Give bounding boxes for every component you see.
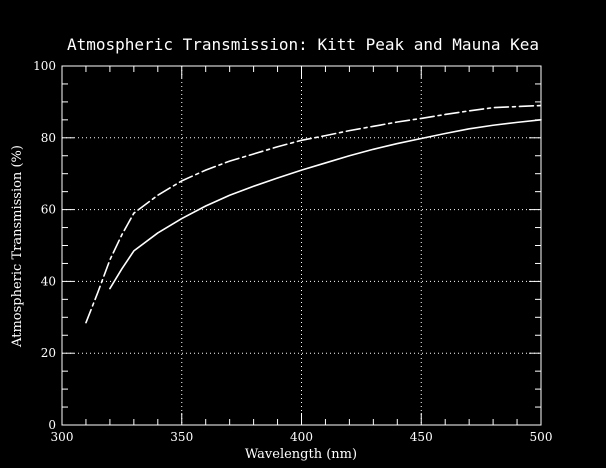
x-axis-label: Wavelength (nm)	[245, 447, 357, 462]
y-tick-label-2: 40	[41, 274, 56, 288]
x-tick-label-4: 500	[530, 430, 553, 444]
y-axis-label: Atmospheric Transmission (%)	[10, 145, 25, 348]
series-line-1	[85, 104, 542, 324]
x-tick-label-3: 450	[410, 430, 433, 444]
x-tick-label-2: 400	[290, 430, 313, 444]
y-tick-label-3: 60	[41, 203, 56, 217]
x-tick-label-0: 300	[51, 430, 74, 444]
tick-labels: 300 350 400 450 500 0 20 40 60 80 100	[33, 59, 552, 444]
y-tick-label-5: 100	[33, 59, 56, 73]
y-tick-label-4: 80	[41, 131, 56, 145]
series-lines	[85, 104, 542, 324]
y-tick-label-0: 0	[48, 418, 56, 432]
series-line-0	[109, 119, 542, 290]
y-tick-label-1: 20	[41, 346, 56, 360]
x-tick-label-1: 350	[170, 430, 193, 444]
plot-frame	[61, 65, 542, 426]
chart-title: Atmospheric Transmission: Kitt Peak and …	[67, 35, 539, 54]
